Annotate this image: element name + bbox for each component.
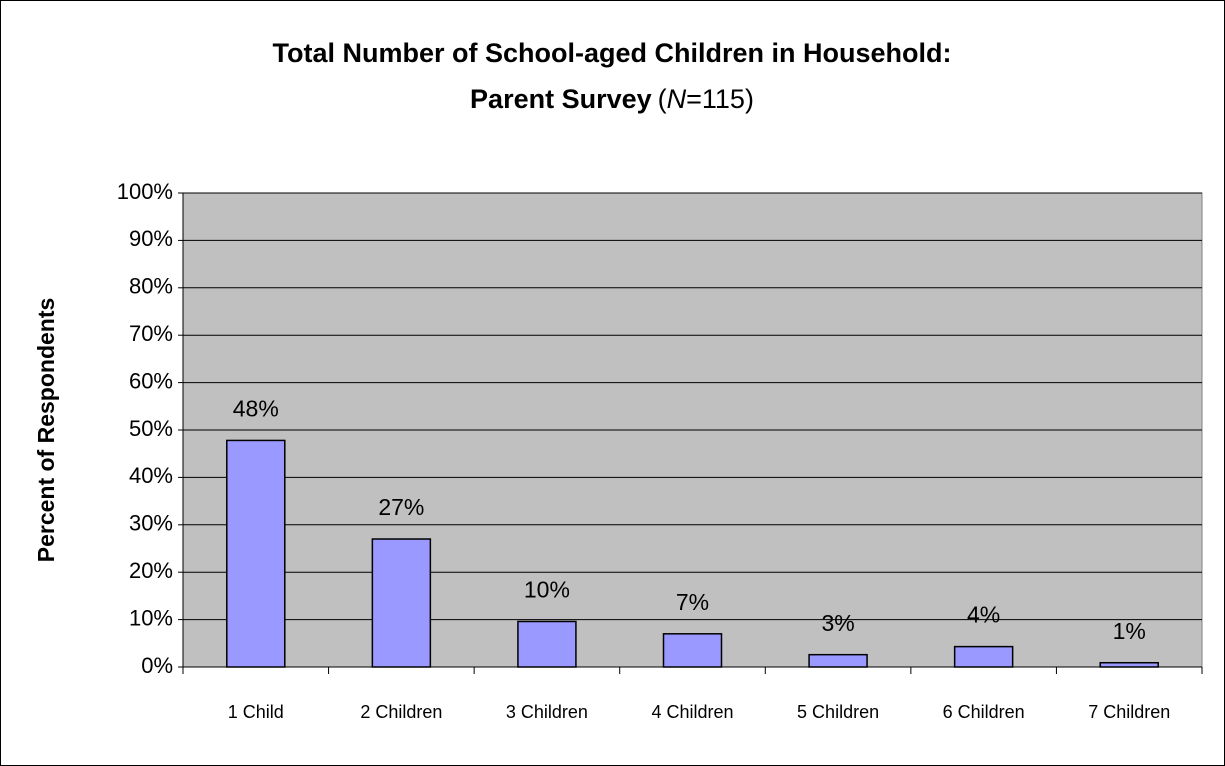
bar — [1099, 661, 1159, 668]
bar — [808, 653, 868, 668]
x-tick-label: 3 Children — [506, 702, 588, 722]
chart-title: Total Number of School-aged Children in … — [273, 38, 952, 68]
x-tick-label: 4 Children — [651, 702, 733, 722]
y-tick-label: 50% — [129, 416, 173, 441]
subtitle-part: =115) — [686, 84, 754, 114]
value-label: 4% — [967, 602, 1000, 628]
value-label: 48% — [233, 396, 279, 422]
bar — [953, 645, 1014, 668]
value-label: 1% — [1113, 618, 1146, 644]
bar — [226, 439, 286, 668]
x-tick-label: 1 Child — [228, 702, 284, 722]
subtitle-part: ( — [658, 84, 667, 114]
value-label: 27% — [378, 494, 424, 520]
bar — [517, 620, 577, 668]
chart-subtitle: Parent Survey (N=115) — [470, 84, 754, 114]
y-tick-label: 20% — [129, 558, 173, 583]
subtitle-part: Parent Survey — [470, 84, 652, 114]
y-tick-label: 0% — [141, 653, 173, 678]
value-label: 7% — [676, 589, 709, 615]
y-tick-label: 100% — [117, 179, 173, 204]
y-axis-title: Percent of Respondents — [33, 298, 59, 563]
y-tick-label: 10% — [129, 605, 173, 630]
y-tick-label: 70% — [129, 321, 173, 346]
y-tick-label: 80% — [129, 274, 173, 299]
subtitle-part: N — [667, 84, 687, 114]
y-tick-label: 60% — [129, 368, 173, 393]
value-label: 3% — [821, 610, 854, 636]
x-tick-label: 5 Children — [797, 702, 879, 722]
x-tick-label: 2 Children — [360, 702, 442, 722]
y-tick-label: 90% — [129, 226, 173, 251]
value-label: 10% — [524, 577, 570, 603]
y-tick-label: 30% — [129, 511, 173, 536]
bar — [662, 633, 723, 668]
bar — [371, 538, 432, 668]
x-tick-label: 6 Children — [943, 702, 1025, 722]
x-tick-label: 7 Children — [1088, 702, 1170, 722]
y-tick-label: 40% — [129, 463, 173, 488]
